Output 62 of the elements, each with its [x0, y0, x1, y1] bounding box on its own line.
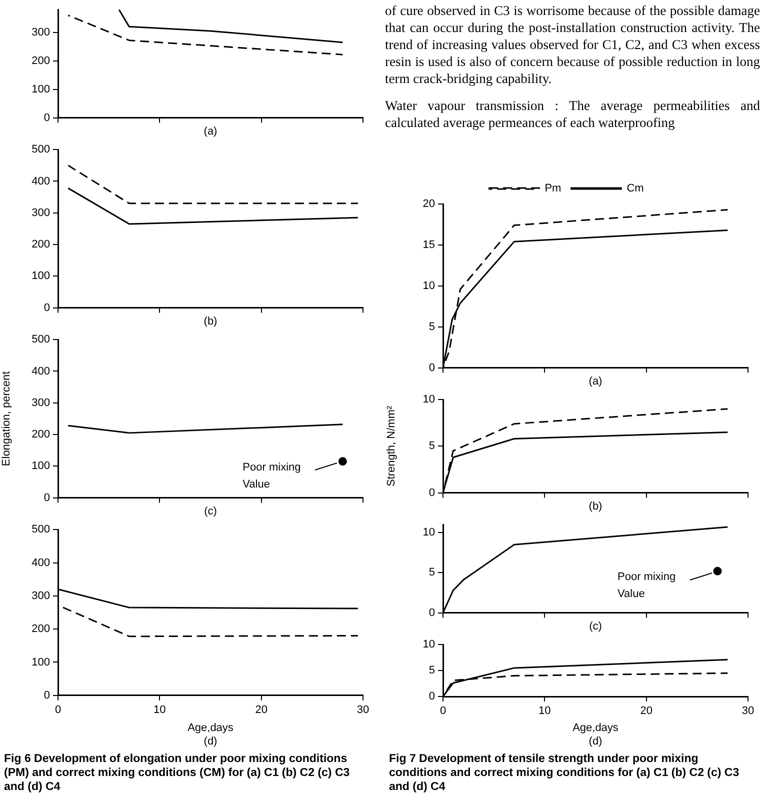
- y-tick-label: 10: [422, 526, 435, 539]
- x-axis-title: (b): [204, 315, 218, 328]
- y-axis-title: Elongation, percent: [0, 371, 13, 466]
- legend-label: Pm: [544, 182, 562, 195]
- x-tick-label: 10: [154, 704, 166, 716]
- x-axis-title: (b): [588, 500, 602, 512]
- y-tick-label: 0: [44, 492, 50, 504]
- x-axis-title: (a): [204, 125, 218, 138]
- y-tick-label: 0: [44, 689, 50, 702]
- x-axis-title: Age,days (d): [188, 722, 234, 748]
- y-tick-label: 5: [428, 320, 435, 333]
- y-tick-label: 400: [32, 556, 50, 569]
- legend-label: Cm: [626, 182, 644, 195]
- caption: Fig 7 Development of tensile strength under poor mixing conditions and correct mixing conditions for (a) C1 (b) C2 (c) C3 and (d) C4: [388, 752, 740, 795]
- y-axis-title: Strength, N/mm²: [386, 406, 398, 487]
- y-tick-label: 100: [32, 460, 50, 472]
- y-tick-label: 300: [32, 206, 50, 219]
- y-tick-label: 400: [32, 175, 50, 188]
- x-axis-title: Age,days (d): [572, 722, 619, 748]
- y-tick-label: 0: [428, 486, 435, 499]
- annotation: Poor mixing Value: [242, 461, 301, 490]
- x-tick-label: 10: [538, 705, 551, 718]
- caption: Fig 6 Development of elongation under poor mixing conditions (PM) and correct mixing conditions (CM) for (a) C1 (b) C2 (c) C3 and (d) C4: [3, 752, 351, 795]
- y-tick-label: 5: [428, 664, 435, 677]
- x-tick-label: 0: [54, 704, 62, 716]
- y-tick-label: 200: [32, 623, 50, 636]
- y-tick-label: 0: [44, 302, 50, 314]
- y-tick-label: 5: [428, 566, 435, 579]
- y-tick-label: 200: [32, 54, 50, 67]
- x-tick-label: 20: [255, 704, 268, 716]
- y-tick-label: 0: [428, 606, 435, 619]
- y-tick-label: 300: [32, 590, 50, 602]
- y-tick-label: 300: [32, 26, 50, 38]
- y-tick-label: 0: [428, 362, 435, 374]
- y-tick-label: 20: [422, 198, 435, 210]
- y-tick-label: 400: [32, 365, 50, 378]
- x-tick-label: 0: [440, 705, 446, 718]
- y-tick-label: 100: [32, 83, 50, 96]
- x-axis-title: (c): [589, 620, 602, 632]
- y-tick-label: 500: [32, 524, 50, 536]
- y-tick-label: 200: [32, 238, 50, 251]
- text: Water vapour transmission : The average permeabilities and calculated average permeances of each waterproofing: [385, 97, 760, 131]
- y-tick-label: 500: [32, 144, 50, 156]
- y-tick-label: 200: [32, 428, 50, 441]
- y-tick-label: 300: [32, 396, 50, 409]
- x-tick-label: 30: [742, 705, 754, 718]
- y-tick-label: 15: [422, 238, 435, 251]
- y-tick-label: 0: [44, 112, 50, 124]
- y-tick-label: 5: [428, 440, 435, 452]
- y-tick-label: 100: [32, 270, 50, 282]
- y-tick-label: 500: [32, 334, 50, 346]
- x-tick-label: 20: [640, 705, 652, 718]
- y-tick-label: 0: [428, 690, 435, 703]
- y-tick-label: 10: [422, 394, 435, 406]
- y-tick-label: 10: [422, 638, 435, 651]
- x-tick-label: 30: [356, 704, 370, 716]
- x-axis-title: (a): [588, 375, 602, 388]
- x-axis-title: (c): [204, 505, 217, 518]
- y-tick-label: 10: [422, 280, 435, 292]
- y-tick-label: 100: [32, 656, 50, 668]
- text: of cure observed in C3 is worrisome because of the possible damage that can occur during the post-installation construction activity. The trend of increasing values observed for C1, C2, and C3 when excess resin is used is also of concern because of possible reduction in long term crack-bridging capability.: [385, 2, 760, 87]
- annotation: Poor mixing Value: [618, 571, 676, 600]
